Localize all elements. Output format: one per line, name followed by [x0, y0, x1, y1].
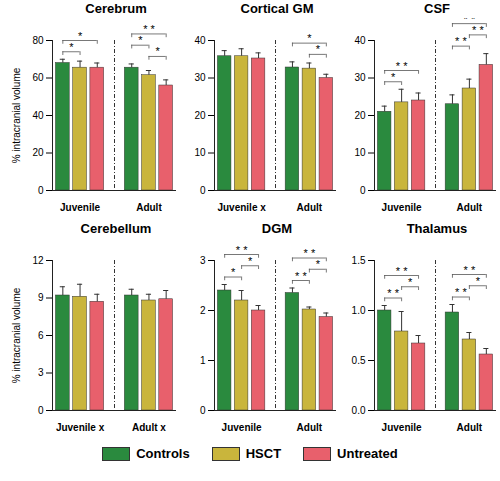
svg-text:1: 1 [200, 355, 206, 366]
svg-text:*: * [69, 41, 74, 53]
svg-text:6: 6 [38, 330, 44, 341]
svg-text:Adult x: Adult x [132, 422, 166, 433]
svg-text:* *: * * [236, 244, 248, 256]
svg-text:* *: * * [143, 23, 155, 35]
svg-text:Juvenile x: Juvenile x [217, 202, 266, 213]
svg-text:20: 20 [194, 110, 206, 121]
svg-text:*: * [316, 43, 321, 55]
svg-text:40: 40 [354, 35, 366, 46]
svg-text:*: * [155, 45, 160, 57]
svg-text:* *: * * [396, 265, 408, 277]
html-text:DGM: DGM [261, 221, 293, 236]
svg-text:0.0: 0.0 [352, 405, 366, 416]
html-text:HSCT: HSCT [245, 446, 282, 461]
svg-text:*: * [408, 276, 413, 288]
svg-text:Juvenile: Juvenile [382, 202, 422, 213]
svg-text:30: 30 [194, 72, 206, 83]
html-text:Untreated: Untreated [337, 446, 398, 461]
svg-text:*: * [476, 275, 481, 287]
svg-text:30: 30 [354, 72, 366, 83]
svg-text:Adult: Adult [457, 202, 483, 213]
svg-text:Juvenile: Juvenile [222, 422, 262, 433]
svg-text:* *: * * [295, 270, 307, 282]
svg-text:*: * [248, 255, 253, 267]
svg-text:2: 2 [200, 305, 206, 316]
svg-text:* *: * * [387, 287, 399, 299]
svg-text:40: 40 [32, 110, 44, 121]
svg-text:Juvenile x: Juvenile x [56, 422, 105, 433]
svg-text:*: * [316, 258, 321, 270]
svg-text:* *: * * [464, 264, 476, 276]
svg-text:% intracranial volume: % intracranial volume [11, 287, 22, 383]
svg-text:*: * [78, 30, 83, 42]
svg-text:0: 0 [360, 185, 366, 196]
svg-text:0: 0 [200, 185, 206, 196]
html-text:Cerebrum: Cerebrum [85, 1, 147, 16]
svg-text:80: 80 [32, 35, 44, 46]
svg-text:1.5: 1.5 [352, 255, 366, 266]
svg-text:Adult: Adult [136, 202, 162, 213]
svg-text:3: 3 [200, 255, 206, 266]
svg-text:* *: * * [455, 35, 467, 47]
svg-text:12: 12 [32, 255, 44, 266]
svg-text:0.5: 0.5 [352, 355, 366, 366]
svg-text:*: * [231, 266, 236, 278]
html-text:Cortical GM: Cortical GM [240, 1, 314, 16]
svg-text:20: 20 [32, 147, 44, 158]
svg-text:60: 60 [32, 72, 44, 83]
svg-text:3: 3 [38, 367, 44, 378]
svg-text:Juvenile: Juvenile [382, 422, 422, 433]
svg-text:* *: * * [472, 24, 484, 36]
html-text:CSF: CSF [424, 1, 450, 16]
svg-text:* *: * * [464, 18, 476, 25]
svg-text:10: 10 [194, 147, 206, 158]
svg-text:Juvenile: Juvenile [60, 202, 100, 213]
svg-text:Adult: Adult [457, 422, 483, 433]
svg-text:*: * [307, 32, 312, 44]
svg-text:20: 20 [354, 110, 366, 121]
svg-text:* *: * * [455, 286, 467, 298]
html-text:Controls: Controls [136, 446, 190, 461]
html-text:Cerebellum: Cerebellum [80, 221, 152, 236]
svg-text:40: 40 [194, 35, 206, 46]
svg-text:0: 0 [38, 185, 44, 196]
svg-text:*: * [138, 34, 143, 46]
svg-text:*: * [391, 71, 396, 83]
svg-text:10: 10 [354, 147, 366, 158]
svg-text:* *: * * [396, 60, 408, 72]
svg-text:Adult: Adult [297, 202, 323, 213]
svg-text:% intracranial volume: % intracranial volume [11, 67, 22, 163]
svg-text:1.0: 1.0 [352, 305, 366, 316]
svg-text:0: 0 [38, 405, 44, 416]
svg-text:* *: * * [304, 247, 316, 259]
svg-text:9: 9 [38, 292, 44, 303]
svg-text:Adult: Adult [297, 422, 323, 433]
html-text:Thalamus: Thalamus [406, 221, 468, 236]
svg-text:0: 0 [200, 405, 206, 416]
